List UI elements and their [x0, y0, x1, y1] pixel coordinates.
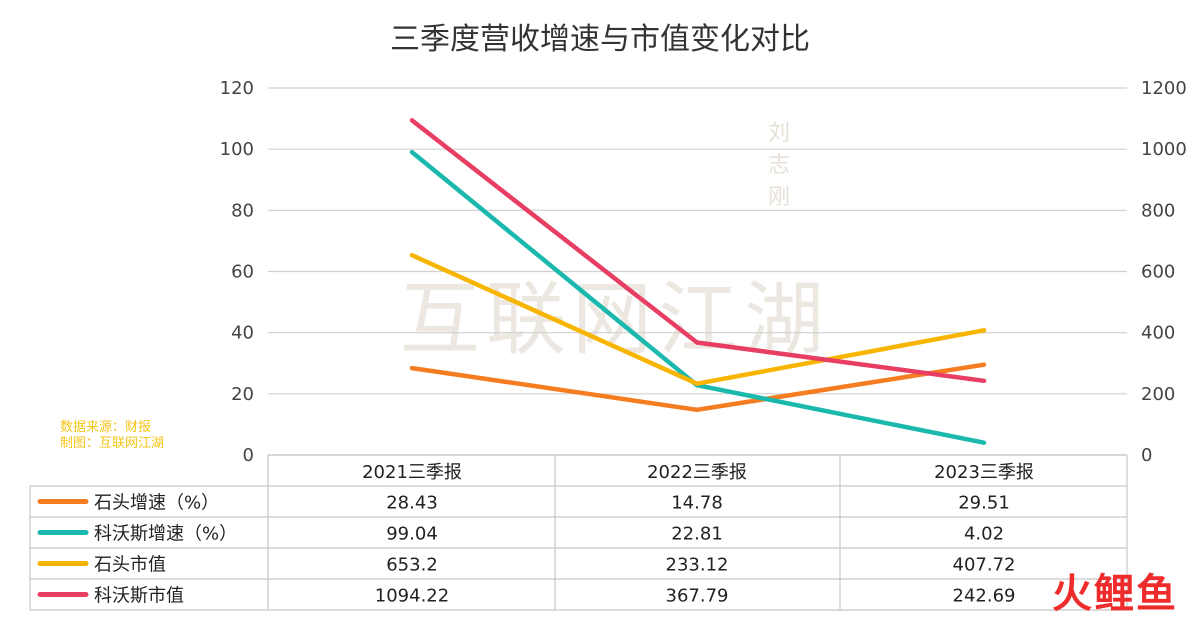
x-category-label: 2023三季报: [934, 462, 1034, 483]
y-left-tick-label: 100: [220, 139, 254, 160]
y-right-tick-label: 1000: [1141, 139, 1187, 160]
y-right-tick-label: 800: [1141, 200, 1175, 221]
y-left-tick-label: 20: [231, 384, 254, 405]
source-note: 数据来源：财报: [60, 420, 152, 435]
y-left-tick-label: 60: [231, 262, 254, 283]
y-left-tick-label: 120: [220, 78, 254, 99]
y-left-tick-label: 80: [231, 200, 254, 221]
table-cell-value: 233.12: [666, 555, 729, 576]
legend-label: 科沃斯市值: [94, 586, 184, 607]
y-right-tick-label: 400: [1141, 323, 1175, 344]
legend-label: 科沃斯增速（%）: [94, 524, 237, 545]
table-cell-value: 4.02: [964, 524, 1004, 545]
table-cell-value: 407.72: [953, 555, 1016, 576]
series-line: [409, 118, 987, 384]
table-cell-value: 653.2: [386, 555, 438, 576]
table-cell-value: 29.51: [958, 493, 1010, 514]
table-cell-value: 242.69: [953, 586, 1016, 607]
y-left-tick-label: 40: [231, 323, 254, 344]
x-category-label: 2021三季报: [362, 462, 462, 483]
x-category-label: 2022三季报: [647, 462, 747, 483]
y-left-tick-label: 0: [243, 445, 254, 466]
table-cell-value: 28.43: [386, 493, 438, 514]
y-right-tick-label: 1200: [1141, 78, 1187, 99]
table-cell-value: 99.04: [386, 524, 438, 545]
y-right-tick-label: 600: [1141, 262, 1175, 283]
table-cell-value: 1094.22: [375, 586, 449, 607]
legend-label: 石头市值: [94, 555, 166, 576]
table-cell-value: 22.81: [671, 524, 723, 545]
brand-logo: 火鲤鱼: [1052, 571, 1178, 617]
y-right-tick-label: 0: [1141, 445, 1152, 466]
table-cell-value: 14.78: [671, 493, 723, 514]
legend-label: 石头增速（%）: [94, 493, 219, 514]
table-cell-value: 367.79: [666, 586, 729, 607]
series-line: [409, 252, 987, 386]
chart-title: 三季度营收增速与市值变化对比: [390, 22, 810, 57]
series-line: [409, 149, 987, 445]
maker-note: 制图：互联网江湖: [60, 436, 165, 451]
y-right-tick-label: 200: [1141, 384, 1175, 405]
series-line: [409, 362, 987, 413]
